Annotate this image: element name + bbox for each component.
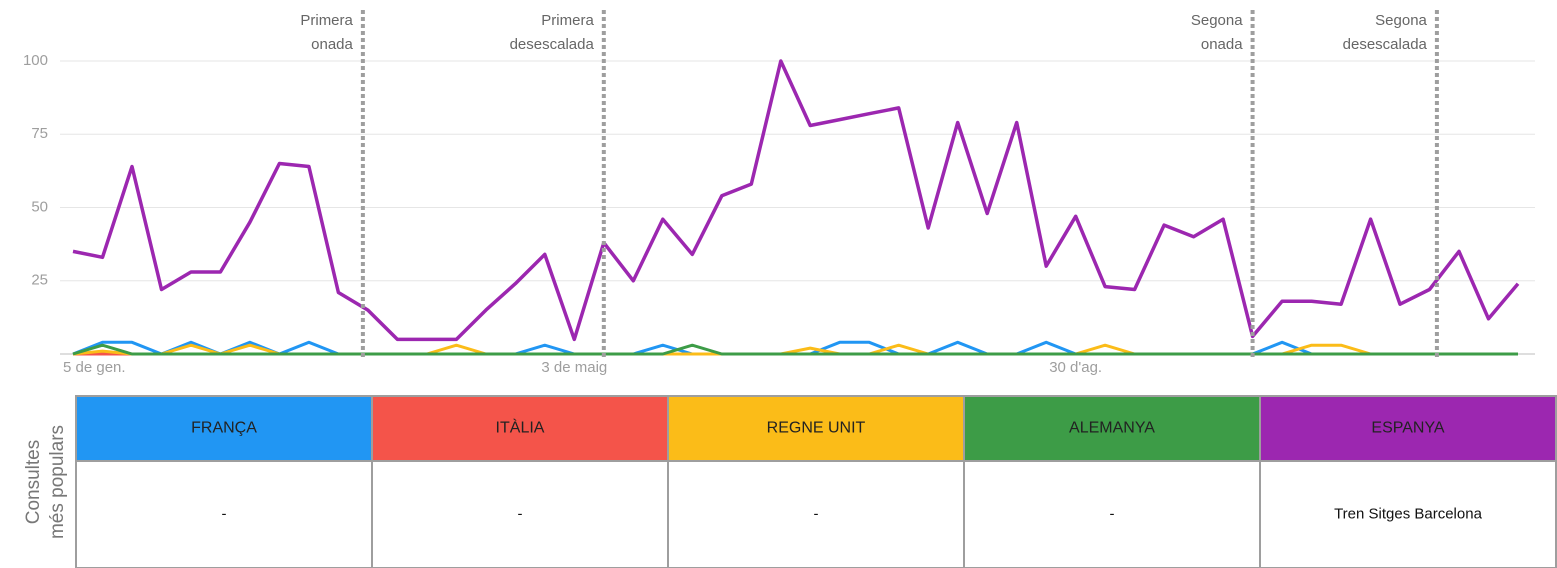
- table-cell: [963, 460, 1261, 568]
- table-header-cell: [75, 395, 373, 462]
- table-header-text: ESPANYA: [1371, 420, 1445, 437]
- annotation-label: desescalada: [1343, 36, 1428, 53]
- table-header-cell: [371, 395, 669, 462]
- y-tick-label: 50: [31, 198, 48, 215]
- table-cell: [1259, 460, 1557, 568]
- y-tick-label: 75: [31, 125, 48, 142]
- table-cell-text: Tren Sitges Barcelona: [1334, 505, 1483, 522]
- annotation-label: Segona: [1191, 12, 1243, 29]
- y-tick-label: 100: [23, 52, 48, 69]
- y-tick-label: 25: [31, 272, 48, 289]
- annotation-label: onada: [1201, 36, 1243, 53]
- annotation-label: Segona: [1375, 12, 1427, 29]
- table-header-cell: [667, 395, 965, 462]
- table-header-text: ALEMANYA: [1069, 420, 1155, 437]
- annotation-label: desescalada: [510, 36, 595, 53]
- annotation-label: Primera: [541, 12, 594, 29]
- annotation-label: onada: [311, 36, 353, 53]
- table-cell: [667, 460, 965, 568]
- table-cell: [75, 460, 373, 568]
- annotation-label: Primera: [300, 12, 353, 29]
- table-cell-text: -: [1110, 505, 1115, 522]
- series-line: [72, 343, 1518, 356]
- table-cell-text: -: [814, 505, 819, 522]
- x-tick-label: 5 de gen.: [63, 359, 126, 376]
- table-header-cell: [1259, 395, 1557, 462]
- table-cell-text: -: [222, 505, 227, 522]
- table-header-text: FRANÇA: [191, 420, 257, 437]
- table-header-text: REGNE UNIT: [767, 420, 866, 437]
- x-tick-label: 3 de maig: [541, 359, 607, 376]
- series-line: [72, 59, 1520, 342]
- x-tick-label: 30 d'ag.: [1049, 359, 1102, 376]
- row-label: Consultes: [23, 440, 44, 525]
- table-cell-text: -: [518, 505, 523, 522]
- table-cell: [371, 460, 669, 568]
- table-header-text: ITÀLIA: [496, 418, 545, 437]
- row-label: més populars: [47, 425, 68, 539]
